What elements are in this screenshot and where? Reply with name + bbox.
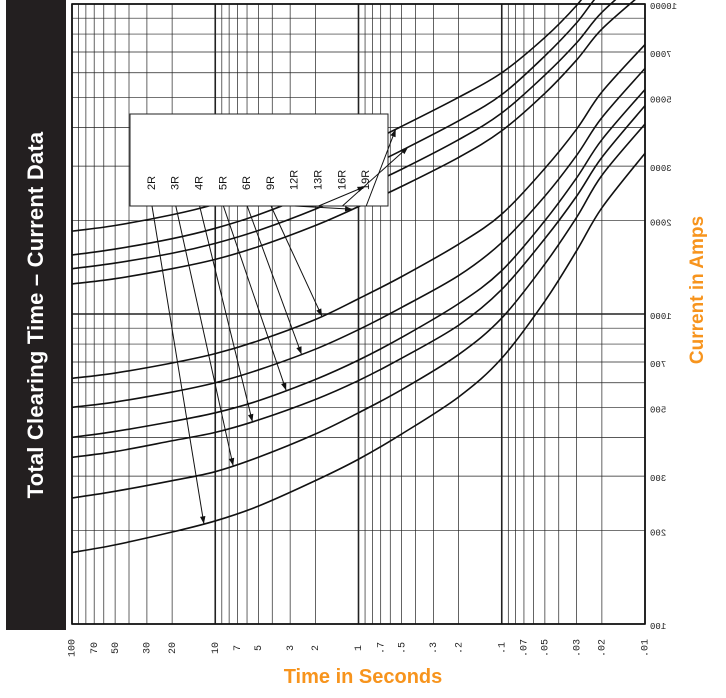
y-tick-label: 100: [650, 622, 666, 632]
legend-arrowhead-16R: [400, 147, 409, 155]
y-tick-label: 300: [650, 474, 666, 484]
legend-arrowhead-3R: [228, 457, 235, 466]
legend-label-4R: 4R: [194, 176, 206, 190]
legend-arrowhead-2R: [199, 516, 206, 524]
legend-label-5R: 5R: [217, 176, 229, 190]
x-tick-label: .1: [497, 642, 508, 654]
x-tick-label: 7: [233, 645, 244, 651]
curve-4R: [71, 105, 646, 459]
x-tick-label: 20: [168, 642, 179, 654]
legend-pointer-6R: [246, 205, 302, 355]
x-tick-label: 100: [68, 639, 79, 657]
legend-arrowhead-12R: [344, 206, 353, 212]
y-tick-label: 200: [650, 529, 666, 539]
x-tick-label: 1: [354, 645, 365, 651]
x-tick-label: .07: [520, 639, 531, 657]
curve-6R: [71, 67, 646, 409]
x-tick-label: .03: [572, 639, 583, 657]
curve-9R: [71, 44, 646, 380]
y-tick-label: 3000: [650, 164, 672, 174]
x-tick-label: .7: [376, 642, 387, 654]
legend-label-13R: 13R: [313, 170, 325, 190]
legend-arrowhead-9R: [316, 308, 322, 317]
legend-label-2R: 2R: [146, 176, 158, 190]
legend-pointer-2R: [151, 205, 205, 524]
legend-arrowhead-6R: [296, 346, 302, 355]
legend-label-9R: 9R: [265, 176, 277, 190]
legend-box: [129, 113, 389, 207]
legend-pointer-3R: [175, 205, 234, 466]
x-tick-label: 10: [211, 642, 222, 654]
grid: [71, 3, 646, 625]
plot-frame: [71, 3, 646, 625]
y-tick-label: 7000: [650, 50, 672, 60]
x-tick-label: .3: [429, 642, 440, 654]
y-tick-label: 1000: [650, 312, 672, 322]
y-tick-label: 10000: [650, 2, 677, 12]
legend-arrowhead-4R: [247, 413, 254, 422]
x-tick-label: .5: [397, 642, 408, 654]
legend: 2R 3R 4R 5R 6R 9R 12R 13R 16R 19R: [129, 113, 409, 524]
curve-5R: [71, 88, 646, 439]
curve-2R: [71, 152, 646, 554]
x-axis-title: Time in Seconds: [283, 666, 443, 688]
x-tick-label: .01: [641, 639, 652, 657]
y-tick-label: 2000: [650, 219, 672, 229]
x-tick-label: 70: [90, 642, 101, 654]
legend-label-12R: 12R: [289, 170, 301, 190]
x-tick-label: .05: [541, 639, 552, 657]
x-tick-label: .2: [454, 642, 465, 654]
x-tick-labels: 100 70 50 30 20 10 7 5 3 2 1 .7 .5 .3 .2 .1 .07 .05 .03 .02…: [68, 639, 652, 657]
legend-pointer-16R: [342, 146, 409, 207]
y-tick-label: 700: [650, 360, 666, 370]
legend-pointer-13R: [318, 186, 366, 207]
legend-pointer-9R: [270, 205, 323, 317]
legend-arrowhead-19R: [390, 129, 396, 138]
y-axis-title: Current in Amps: [687, 215, 708, 365]
x-tick-label: 30: [143, 642, 154, 654]
legend-arrowhead-5R: [281, 382, 287, 391]
x-tick-label: 2: [311, 645, 322, 651]
legend-label-16R: 16R: [336, 170, 348, 190]
legend-pointer-4R: [199, 205, 253, 422]
y-tick-label: 5000: [650, 95, 672, 105]
legend-label-19R: 19R: [360, 170, 372, 190]
y-tick-label: 500: [650, 405, 666, 415]
y-tick-labels: 100 200 300 500 700 1000 2000 3000 5000 7000 10000: [650, 2, 677, 632]
legend-pointer-12R: [294, 205, 353, 210]
x-tick-label: 3: [286, 645, 297, 651]
legend-pointer-19R: [365, 129, 397, 207]
legend-label-6R: 6R: [241, 176, 253, 190]
legend-label-3R: 3R: [170, 176, 182, 190]
x-tick-label: 5: [254, 645, 265, 651]
x-tick-label: 50: [111, 642, 122, 654]
curve-3R: [71, 123, 646, 499]
side-title-panel: Total Clearing Time – Current Data: [6, 0, 66, 630]
legend-pointer-5R: [222, 205, 287, 391]
curve-series: [71, 0, 646, 554]
x-tick-label: .02: [598, 639, 609, 657]
